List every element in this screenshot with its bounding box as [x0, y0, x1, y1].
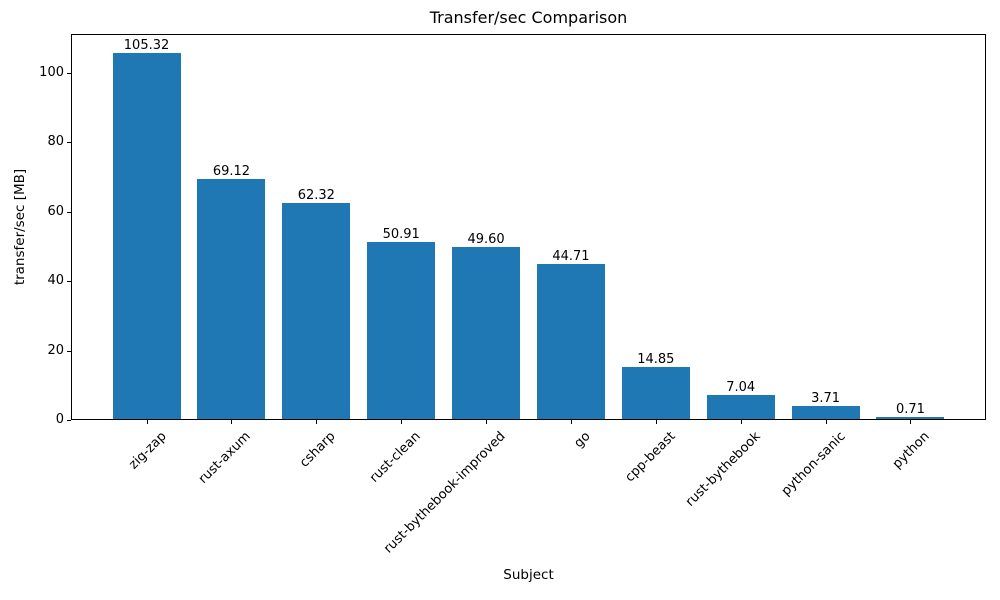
bar-python [876, 416, 945, 419]
y-tick-label: 100 [39, 64, 64, 80]
y-axis-label: transfer/sec [MB] [12, 168, 28, 286]
x-tick-mark [825, 420, 827, 424]
y-tick-mark [67, 211, 71, 213]
bar-zig-zap [112, 53, 181, 419]
bar-cpp-beast [621, 367, 690, 419]
y-tick-label: 80 [47, 134, 64, 150]
y-tick-mark [67, 72, 71, 74]
bar-value-label-zig-zap: 105.32 [123, 38, 170, 54]
x-tick-mark [316, 420, 318, 424]
y-tick-mark [67, 281, 71, 283]
bar-value-label-python-sanic: 3.71 [811, 391, 841, 407]
x-tick-label-rust-axum: rust-axum [196, 429, 255, 487]
bar-value-label-rust-bythebook-improved: 49.60 [467, 231, 505, 247]
bar-go [536, 263, 605, 419]
bar-value-label-rust-clean: 50.91 [382, 227, 420, 243]
x-tick-mark [401, 420, 403, 424]
bar-python-sanic [791, 406, 860, 419]
y-tick-label: 20 [47, 342, 64, 358]
bar-value-label-csharp: 62.32 [297, 187, 335, 203]
bar-value-label-cpp-beast: 14.85 [637, 352, 675, 368]
bar-rust-clean [367, 242, 436, 419]
bar-value-label-rust-bythebook: 7.04 [726, 379, 756, 395]
bar-rust-bythebook [706, 394, 775, 419]
y-tick-mark [67, 142, 71, 144]
x-tick-label-cpp-beast: cpp-beast [622, 429, 679, 486]
x-tick-mark [740, 420, 742, 424]
bar-rust-axum [197, 179, 266, 419]
x-tick-mark [146, 420, 148, 424]
bar-value-label-python: 0.71 [895, 401, 925, 417]
bar-value-label-go: 44.71 [552, 248, 590, 264]
x-tick-mark [570, 420, 572, 424]
y-tick-mark [67, 350, 71, 352]
x-tick-mark [655, 420, 657, 424]
y-tick-label: 0 [55, 412, 64, 427]
y-tick-label: 40 [47, 273, 64, 289]
x-tick-label-python-sanic: python-sanic [778, 429, 849, 499]
x-tick-label-csharp: csharp [297, 429, 339, 471]
x-axis-label: Subject [503, 567, 554, 583]
chart-title: Transfer/sec Comparison [429, 8, 628, 27]
bar-value-label-rust-axum: 69.12 [212, 164, 251, 180]
x-tick-label-python: python [890, 429, 934, 472]
bar-rust-bythebook-improved [452, 246, 521, 419]
x-tick-mark [231, 420, 233, 424]
x-tick-mark [486, 420, 488, 424]
x-tick-label-rust-clean: rust-clean [367, 429, 424, 486]
bar-csharp [282, 202, 351, 419]
plot-area [71, 34, 986, 420]
x-tick-mark [910, 420, 912, 424]
y-tick-mark [67, 420, 71, 421]
y-tick-label: 60 [47, 203, 64, 219]
x-tick-label-zig-zap: zig-zap [125, 429, 170, 473]
x-tick-label-rust-bythebook: rust-bythebook [682, 429, 764, 510]
x-tick-label-go: go [571, 429, 594, 452]
